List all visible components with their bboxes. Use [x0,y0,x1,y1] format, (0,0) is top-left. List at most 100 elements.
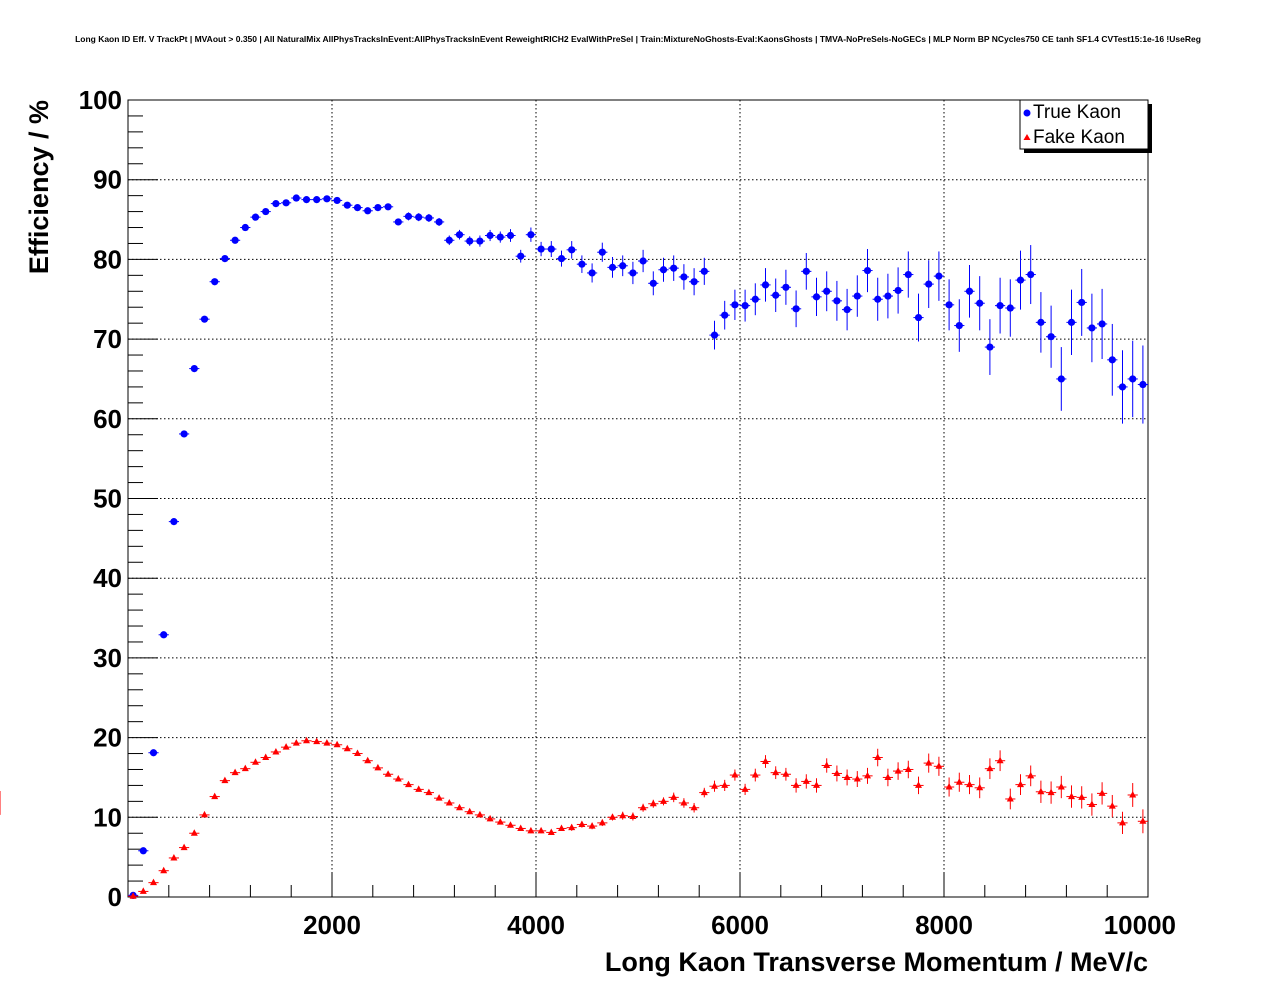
data-point [884,292,892,300]
data-point [354,749,361,757]
data-point [884,773,892,780]
data-point [476,810,484,818]
data-point [445,236,453,244]
data-point [700,788,708,796]
data-point [405,780,412,788]
data-point [670,264,678,272]
x-tick-label: 6000 [711,910,769,940]
data-point [231,236,239,244]
y-tick-label: 70 [93,324,122,354]
data-point [384,770,392,777]
grid-layer [128,100,1148,897]
data-point [558,824,565,831]
data-point [700,267,708,275]
data-point [1139,380,1147,389]
data-point [476,237,484,245]
data-point [364,207,372,215]
data-point [404,212,413,220]
data-point [690,803,698,811]
data-point [1027,771,1035,779]
y-tick-label: 100 [79,85,122,115]
legend-label-fake-kaon: Fake Kaon [1033,127,1125,148]
data-point [435,218,443,226]
data-point [486,231,494,240]
series-fake-kaon [0,736,1148,899]
y-tick-label: 50 [93,484,122,514]
data-point [1006,794,1014,802]
data-point [853,775,861,782]
data-point [996,302,1004,310]
data-point [741,785,749,792]
data-point [507,821,514,828]
data-point [1108,802,1116,809]
data-point [200,315,209,323]
data-point [323,195,331,203]
data-point [639,803,647,811]
data-point [731,771,739,778]
data-point [833,297,841,305]
data-point [823,287,831,295]
data-point [853,292,861,300]
data-point [588,822,596,829]
data-point [843,306,851,314]
data-point [282,199,290,207]
data-point [925,759,933,766]
data-point [1017,780,1024,788]
data-point [721,311,729,319]
data-point [813,781,820,788]
data-point [823,761,831,768]
data-point [894,767,902,774]
data-point [160,631,168,639]
data-point [1037,787,1045,795]
data-point [904,765,912,772]
data-point [761,281,770,289]
data-point [466,237,474,245]
data-point [894,286,902,295]
data-point [619,811,627,819]
data-point [1016,276,1025,284]
data-point [313,737,321,745]
data-point [425,788,433,796]
data-point [251,213,260,221]
data-point [292,739,300,746]
data-point [1119,818,1126,826]
data-point [955,778,963,785]
y-axis-title: Efficiency / % [24,100,54,274]
data-point [843,773,851,780]
data-point [282,743,290,750]
data-point [527,231,535,239]
data-point [874,753,882,761]
legend-marker-fake-kaon [1023,134,1031,140]
x-tick-label: 2000 [303,910,361,940]
data-point [302,196,311,204]
data-point [802,777,810,784]
data-point [415,213,423,221]
data-point [609,813,616,820]
data-point [129,892,137,899]
data-point [782,770,790,777]
data-point [1129,375,1137,383]
data-point [1047,333,1055,341]
data-point [537,826,545,834]
data-point [1037,318,1045,326]
data-point [935,272,943,280]
data-point [506,231,515,240]
data-point [272,200,280,208]
data-point [721,781,729,788]
data-point [547,828,555,835]
data-point [945,783,953,790]
data-point [986,343,994,351]
data-point [486,814,494,822]
data-point [710,331,719,339]
data-point [425,214,433,222]
data-point [965,287,974,295]
data-point [874,295,882,303]
data-point [1108,356,1116,364]
data-point [639,257,647,265]
data-point [629,812,637,820]
data-point [690,278,698,286]
data-point [374,763,382,771]
data-point [435,794,443,801]
data-point [139,847,147,855]
data-point [986,764,994,772]
